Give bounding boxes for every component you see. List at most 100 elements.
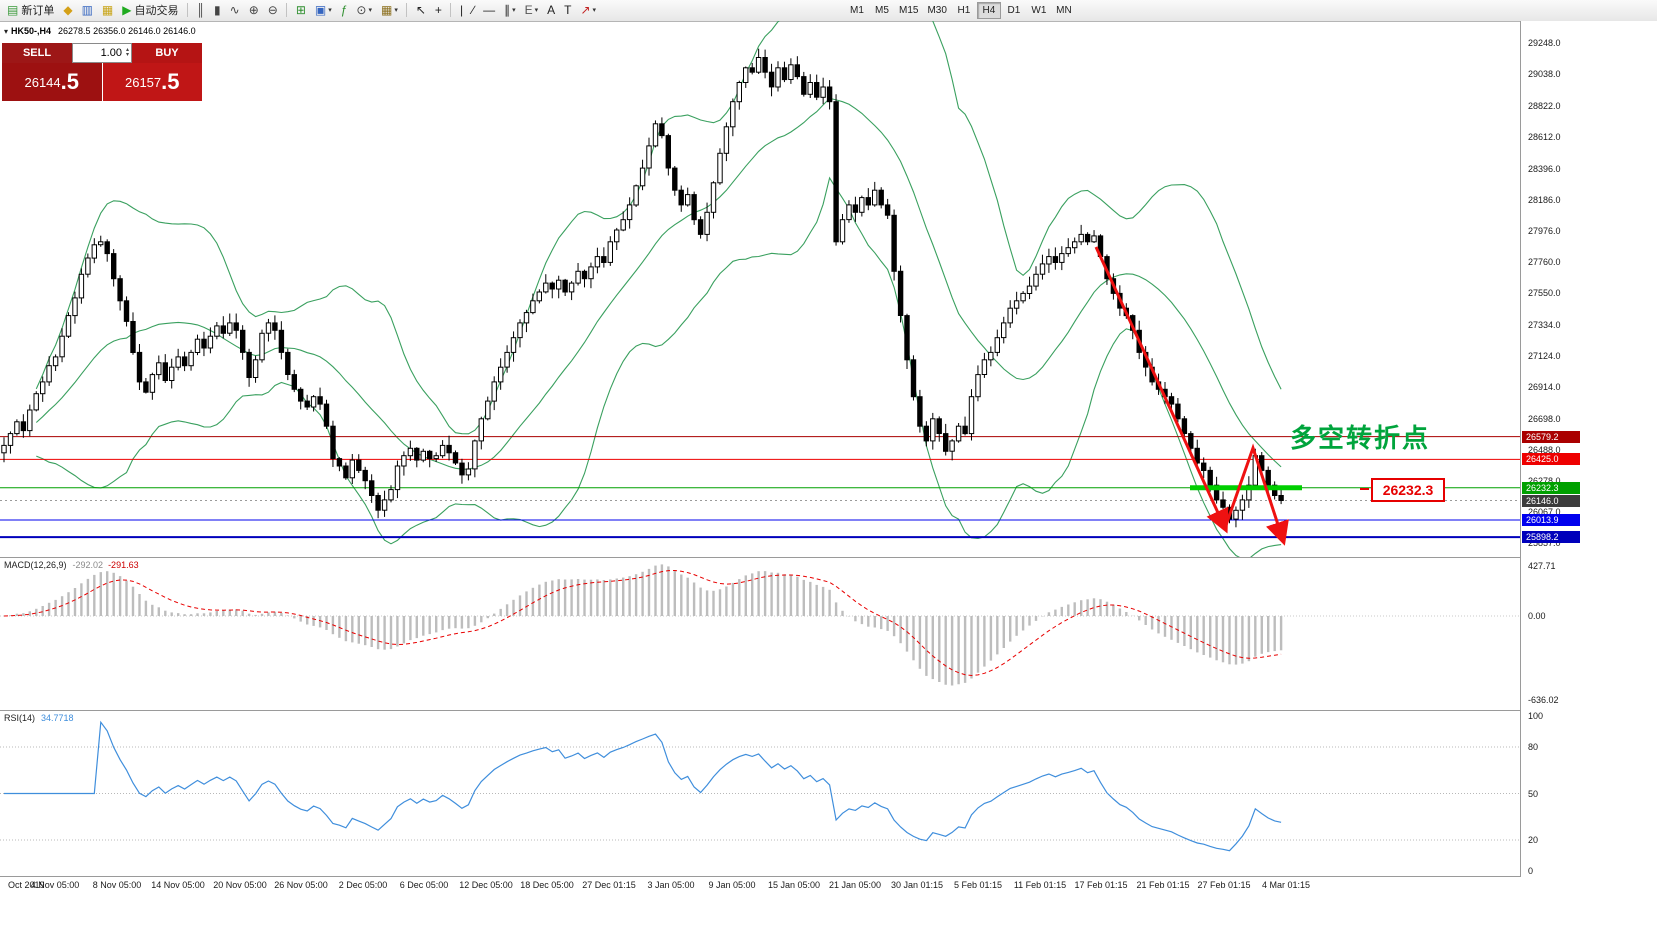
profiles-icon: ▥ [81,3,93,17]
macd-scale-tick: -636.02 [1528,695,1559,705]
panel-separator [0,876,1657,877]
chevron-down-icon: ▾ [512,7,516,14]
timeframe-m1[interactable]: M1 [845,2,869,19]
price-tick: 27334.0 [1528,320,1561,330]
terminal-button[interactable]: ▦ [98,1,117,19]
spinner-down-icon[interactable]: ▾ [125,52,129,58]
macd-indicator[interactable] [0,558,1520,710]
time-label: 4 Mar 01:15 [1261,880,1311,890]
shapes-button[interactable]: E ▾ [521,1,543,19]
terminal-icon: ▦ [101,3,114,17]
ellipse-icon: E [524,3,533,17]
crosshair-button[interactable]: + [431,1,446,19]
volume-spinner[interactable]: ▴ ▾ [125,47,129,58]
timeframe-m30[interactable]: M30 [923,2,950,19]
rsi-scale-tick: 100 [1528,711,1544,721]
price-tick: 27976.0 [1528,226,1561,236]
timeframe-d1[interactable]: D1 [1002,2,1026,19]
price-chart[interactable] [0,21,1520,557]
price-level-badge: 26232.3 [1522,482,1580,494]
market-watch-button[interactable]: ◆ [59,1,76,19]
time-label: 30 Jan 01:15 [890,880,944,890]
price-tick: 29248.0 [1528,38,1561,48]
price-tick: 27550.0 [1528,288,1561,298]
zoom-in-button[interactable]: ⊕ [245,1,263,19]
sell-button[interactable]: SELL [2,43,72,63]
time-label: 21 Jan 05:00 [828,880,882,890]
arrows-button[interactable]: ↗ ▾ [576,1,600,19]
trendline-button[interactable]: ∕ [468,1,478,19]
timeframe-h4[interactable]: H4 [976,2,1001,19]
rsi-label: RSI(14) 34.7718 [4,713,74,723]
rsi-scale-tick: 20 [1528,835,1539,845]
trendline-icon: ∕ [472,3,475,17]
candlestick-type-button[interactable]: ▮ [210,1,225,19]
price-scale[interactable]: 29248.0 29038.0 28822.0 28612.0 28396.0 28186… [1521,21,1657,893]
timeframe-m5[interactable]: M5 [870,2,894,19]
buy-price-big: .5 [161,69,180,94]
sell-price[interactable]: 26144 .5 [2,63,102,101]
buy-button[interactable]: BUY [132,43,202,63]
line-chart-type-button[interactable]: ∿ [226,1,244,19]
time-label: 3 Jan 05:00 [647,880,695,890]
rsi-scale-tick: 80 [1528,742,1539,752]
price-tick: 28186.0 [1528,195,1561,205]
rsi-value: 34.7718 [41,713,74,723]
new-order-button[interactable]: ▤ 新订单 [3,1,58,19]
timeframe-toolbar: M1 M5 M15 M30 H1 H4 D1 W1 MN [845,1,1077,20]
bar-chart-type-button[interactable]: ║ [193,1,210,19]
timeframe-m15[interactable]: M15 [895,2,922,19]
price-tick: 26278.0 [1528,476,1561,486]
new-chart-button[interactable]: ▣ ▾ [311,1,336,19]
timeframe-h1[interactable]: H1 [952,2,976,19]
time-label: 26 Nov 05:00 [274,880,328,890]
panel-separator[interactable] [0,710,1657,711]
auto-trading-button[interactable]: ▶ 自动交易 [118,1,182,19]
panel-separator[interactable] [0,557,1657,558]
price-level-badge: 25898.2 [1522,531,1580,543]
timeframe-mn[interactable]: MN [1052,2,1076,19]
horizontal-line-button[interactable]: ― [479,1,499,19]
template-icon: ▦ [381,3,393,17]
buy-price[interactable]: 26157 .5 [102,63,202,101]
chart-ohlc-values: 26278.5 26356.0 26146.0 26146.0 [58,26,196,36]
macd-scale-tick: 427.71 [1528,561,1556,571]
one-click-panel-toggle[interactable]: ▾ [4,27,9,36]
price-level-badge: 26013.9 [1522,514,1580,526]
scale-separator[interactable] [1520,21,1521,893]
spinner-up-icon[interactable]: ▴ [125,47,129,53]
chevron-down-icon: ▾ [592,7,597,14]
channel-button[interactable]: ∥ ▾ [500,1,520,19]
period-button[interactable]: ⊙ ▾ [352,1,376,19]
tile-windows-icon: ⊞ [295,3,306,17]
profiles-button[interactable]: ▥ [78,1,97,19]
text-button[interactable]: A [543,1,559,19]
time-label: Oct 2019 [8,880,45,890]
toolbar-separator [449,3,451,17]
rsi-indicator[interactable] [0,711,1520,876]
time-axis[interactable]: Oct 2019 4 Nov 05:00 8 Nov 05:00 14 Nov 05:… [0,877,1657,894]
price-callout[interactable]: 26232.3 [1371,478,1445,502]
annotation-text: 多空转折点 [1290,423,1431,453]
macd-label: MACD(12,26,9) -292.02 -291.63 [4,560,139,570]
volume-input[interactable]: 1.00 ▴ ▾ [72,43,132,63]
macd-title: MACD(12,26,9) [4,560,67,570]
gold-chart-icon: ◆ [63,3,73,17]
price-tick: 28396.0 [1528,164,1561,174]
vertical-line-button[interactable]: | [456,1,467,19]
zoom-out-button[interactable]: ⊖ [264,1,282,19]
price-tick: 27124.0 [1528,351,1561,361]
chart-symbol-timeframe: HK50-,H4 [11,26,52,36]
templates-button[interactable]: ▦ ▾ [377,1,402,19]
trend-arrows[interactable] [1094,246,1289,546]
new-order-button-label: 新订单 [21,5,55,17]
timeframe-w1[interactable]: W1 [1027,2,1051,19]
tile-windows-button[interactable]: ⊞ [292,1,310,19]
indicators-button[interactable]: ƒ [337,1,352,19]
text-label-button[interactable]: T [560,1,575,19]
time-label: 20 Nov 05:00 [213,880,267,890]
line-chart-icon: ∿ [229,3,240,17]
chart-caption: ▾ HK50-,H4 26278.5 26356.0 26146.0 26146.0 [4,26,196,36]
cursor-button[interactable]: ↖ [412,1,430,19]
price-tick: 26488.0 [1528,445,1561,455]
